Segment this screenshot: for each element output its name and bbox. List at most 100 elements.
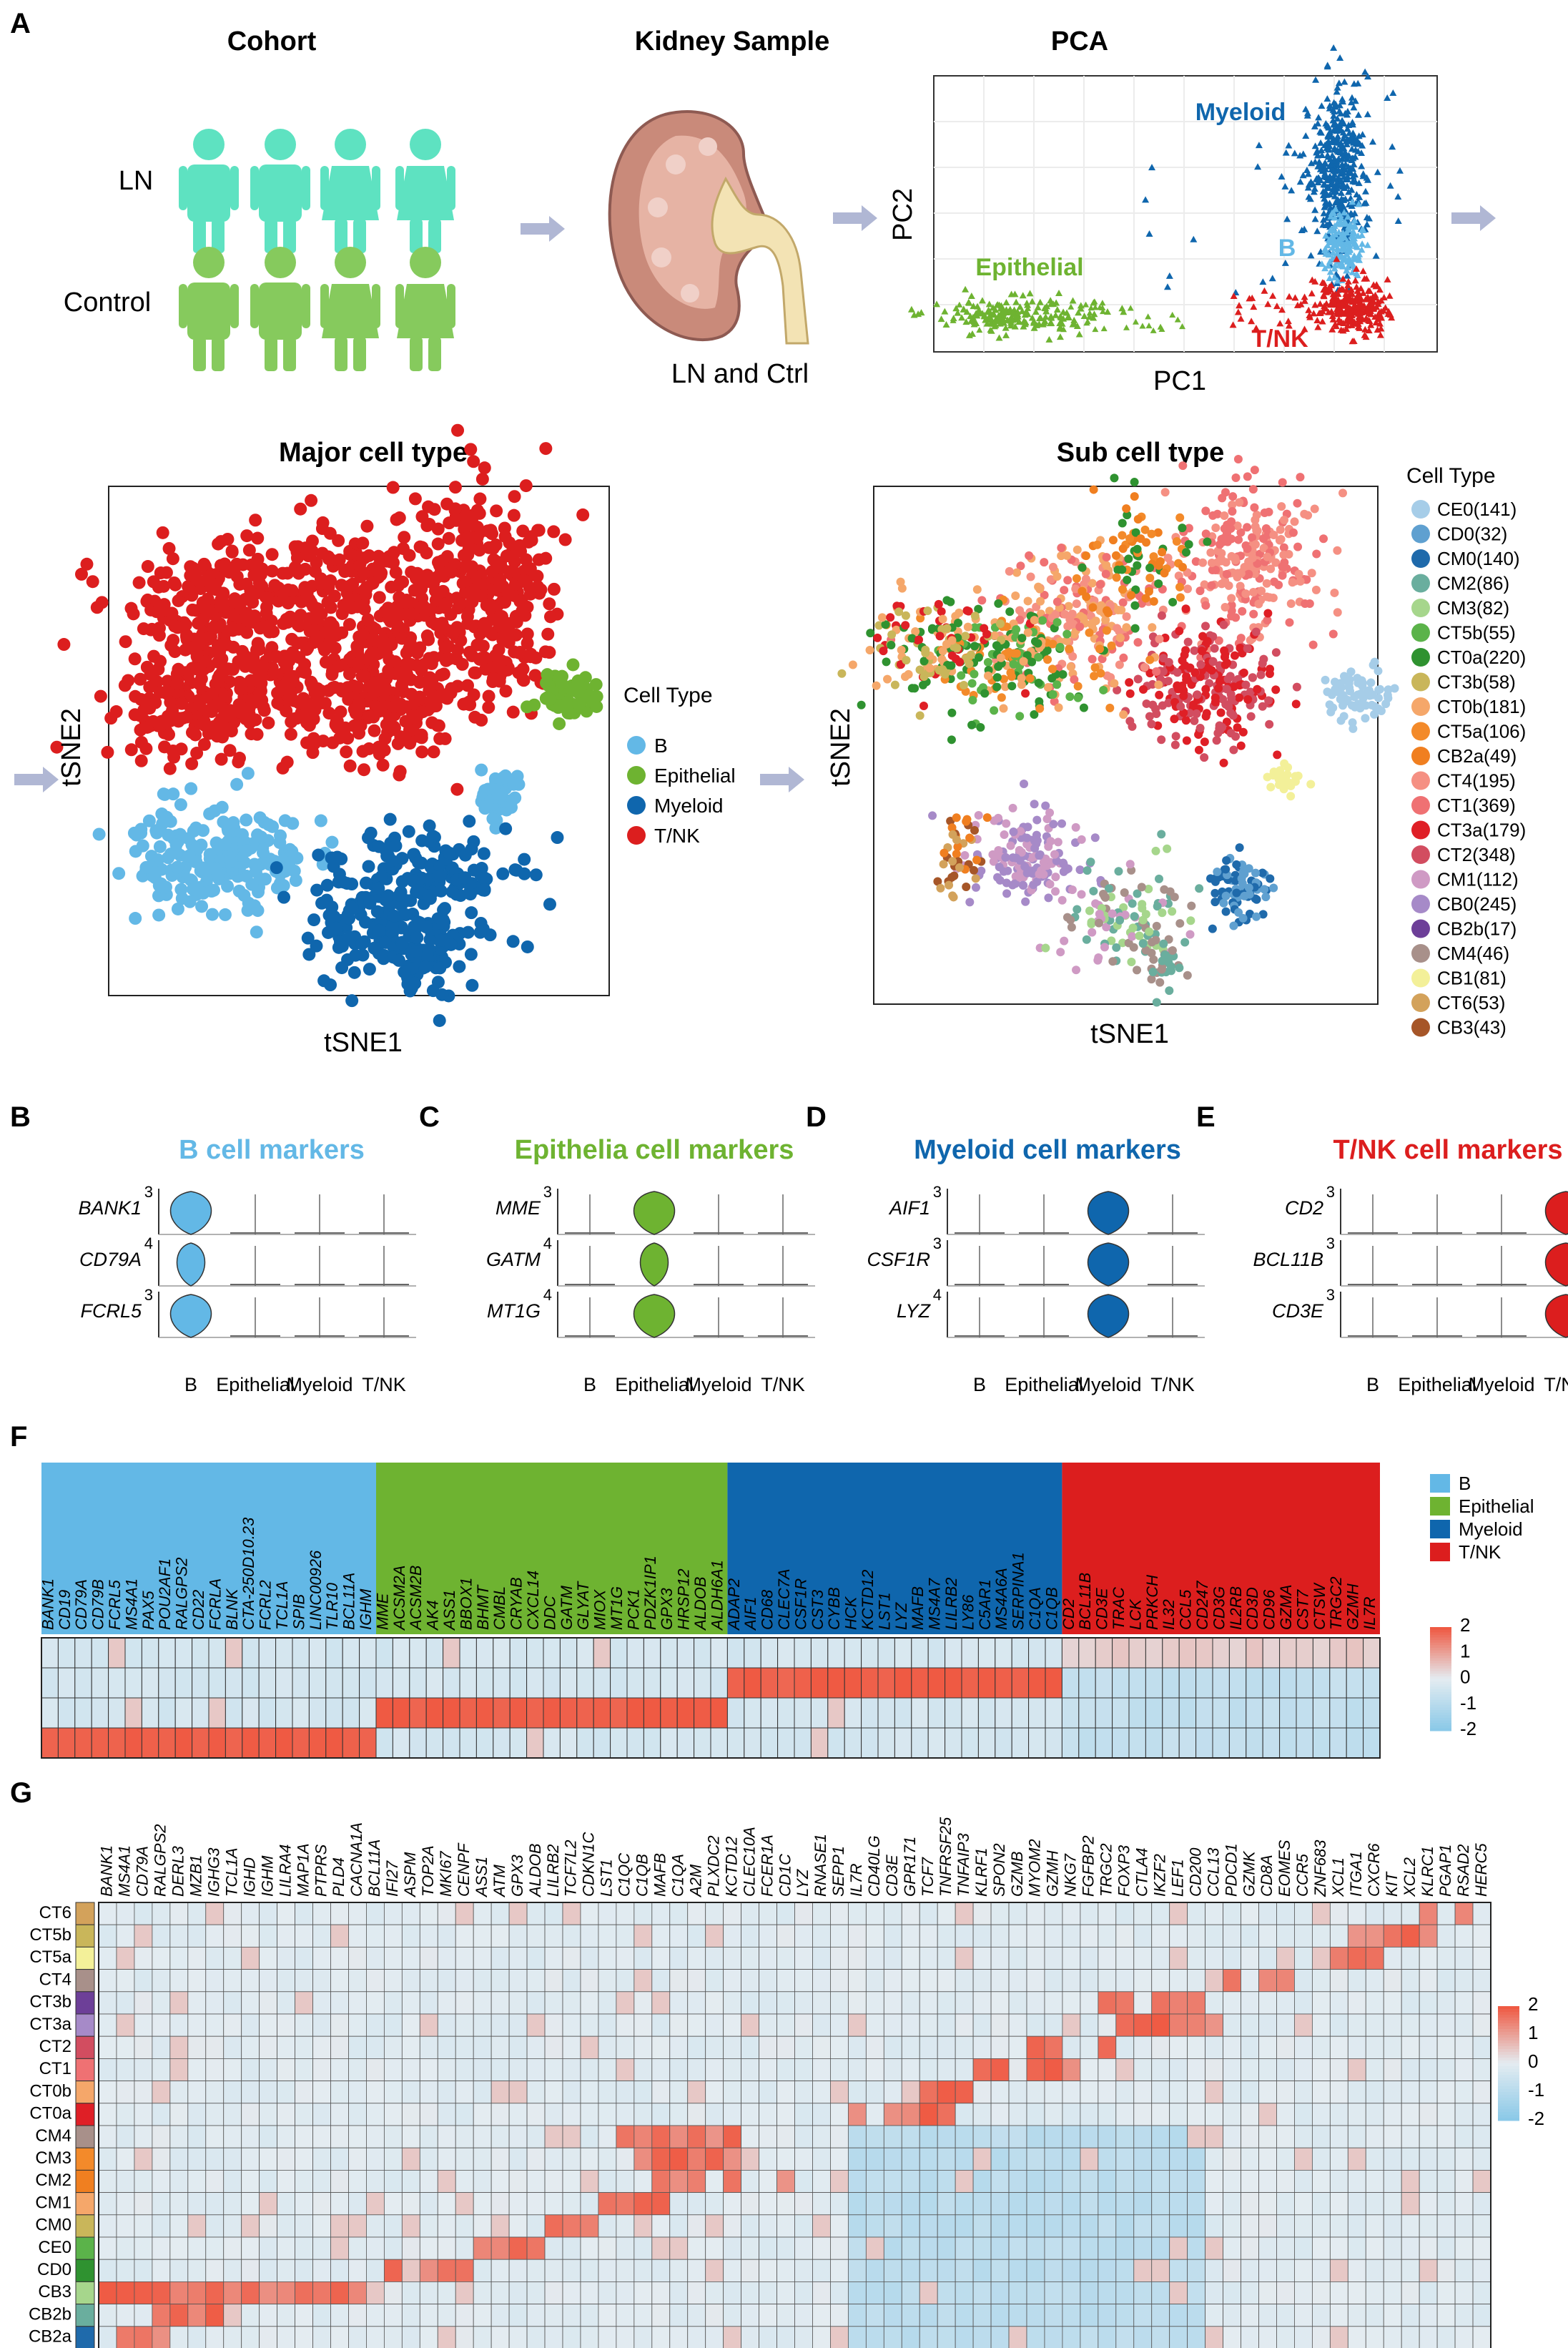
sub-point (1219, 534, 1228, 543)
sub-point (1055, 642, 1065, 652)
pca-point (1357, 299, 1365, 306)
sub-point (1183, 584, 1193, 594)
heatmap-f-cell (74, 1697, 92, 1729)
major-point (358, 763, 371, 777)
major-point (301, 931, 315, 945)
pca-point (1000, 308, 1007, 315)
major-point (372, 549, 385, 563)
major-point (339, 721, 352, 735)
heatmap-f-cell (409, 1667, 427, 1699)
sub-point (1067, 923, 1076, 932)
major-point (179, 618, 192, 632)
major-point (345, 994, 359, 1008)
sub-point (914, 635, 924, 644)
major-point (543, 597, 556, 611)
sub-point (1145, 655, 1155, 664)
heatmap-f-cell (91, 1637, 109, 1669)
pca-point (1359, 315, 1366, 323)
sub-point (1044, 893, 1053, 903)
legend-swatch (1411, 796, 1430, 815)
sub-point (940, 667, 949, 677)
sub-point (1253, 559, 1262, 568)
pca-point (1363, 220, 1371, 227)
pca-point (1350, 337, 1358, 344)
major-point (162, 541, 176, 555)
major-point (251, 904, 265, 918)
sub-point (1155, 874, 1164, 883)
pca-point (1285, 322, 1293, 329)
major-point (225, 544, 239, 558)
sub-point (996, 619, 1005, 629)
sub-point (1263, 552, 1272, 561)
major-point (255, 830, 268, 844)
sub-point (1133, 561, 1142, 570)
major-point (482, 701, 495, 714)
major-point (280, 661, 294, 674)
sub-point (1158, 908, 1167, 918)
legend-swatch (1411, 623, 1430, 642)
sub-point (1082, 592, 1091, 601)
sub-point (970, 669, 979, 679)
sub-point (947, 636, 957, 645)
pca-point (1311, 277, 1319, 285)
sub-point (1203, 537, 1212, 546)
sub-point (1243, 695, 1253, 704)
major-point (147, 649, 161, 663)
sub-point (1221, 891, 1231, 900)
sub-point (1227, 611, 1236, 621)
violin-gene-label: CSF1R (867, 1249, 930, 1270)
heatmap-f-cell (258, 1637, 277, 1669)
sub-point (1057, 819, 1067, 828)
sub-point (1207, 558, 1216, 567)
sub-point (1023, 865, 1032, 875)
sub-point (1081, 551, 1090, 561)
pca-point (1333, 132, 1341, 139)
pca-point (1343, 107, 1351, 114)
pca-point (1351, 178, 1359, 185)
heatmap-f-cell (192, 1727, 209, 1759)
sub-point (970, 826, 979, 835)
major-point (395, 608, 408, 622)
sub-point (896, 577, 905, 586)
pca-point (967, 313, 975, 320)
major-point (370, 905, 384, 918)
violin-gene-label: FCRL5 (80, 1300, 142, 1322)
major-point (443, 846, 456, 860)
pca-point (1252, 325, 1260, 332)
major-point (408, 492, 422, 506)
violin-category-label: B (1366, 1374, 1379, 1395)
major-point (460, 549, 473, 562)
sub-point (1243, 472, 1252, 481)
pca-point (1318, 260, 1326, 267)
sub-point (967, 679, 977, 688)
pca-point (1336, 201, 1343, 208)
major-point (174, 883, 188, 896)
major-point (424, 603, 438, 617)
major-point (368, 941, 381, 955)
sub-point (1157, 735, 1166, 745)
sub-point (1155, 690, 1164, 699)
sub-point (952, 813, 961, 822)
sub-point (1220, 511, 1229, 521)
heatmap-f-cell (392, 1697, 410, 1729)
sub-point (945, 880, 954, 890)
pca-point (1376, 331, 1384, 338)
heatmap-f-cell (258, 1697, 277, 1729)
major-point (486, 541, 500, 555)
sub-point (1036, 596, 1045, 606)
pca-point (910, 311, 918, 318)
pca-point (958, 314, 966, 321)
major-point (387, 720, 400, 734)
heatmap-f-cell (409, 1697, 427, 1729)
sub-point (955, 863, 964, 872)
pca-point (1329, 315, 1337, 323)
sub-point (1296, 576, 1305, 586)
sub-point (983, 657, 992, 667)
major-point (372, 740, 385, 754)
sub-point (1006, 668, 1015, 677)
sub-point (1252, 912, 1261, 921)
sub-point (837, 669, 847, 678)
major-point (270, 861, 283, 875)
sub-ylabel: tSNE2 (826, 708, 856, 787)
sub-point (1253, 684, 1262, 694)
